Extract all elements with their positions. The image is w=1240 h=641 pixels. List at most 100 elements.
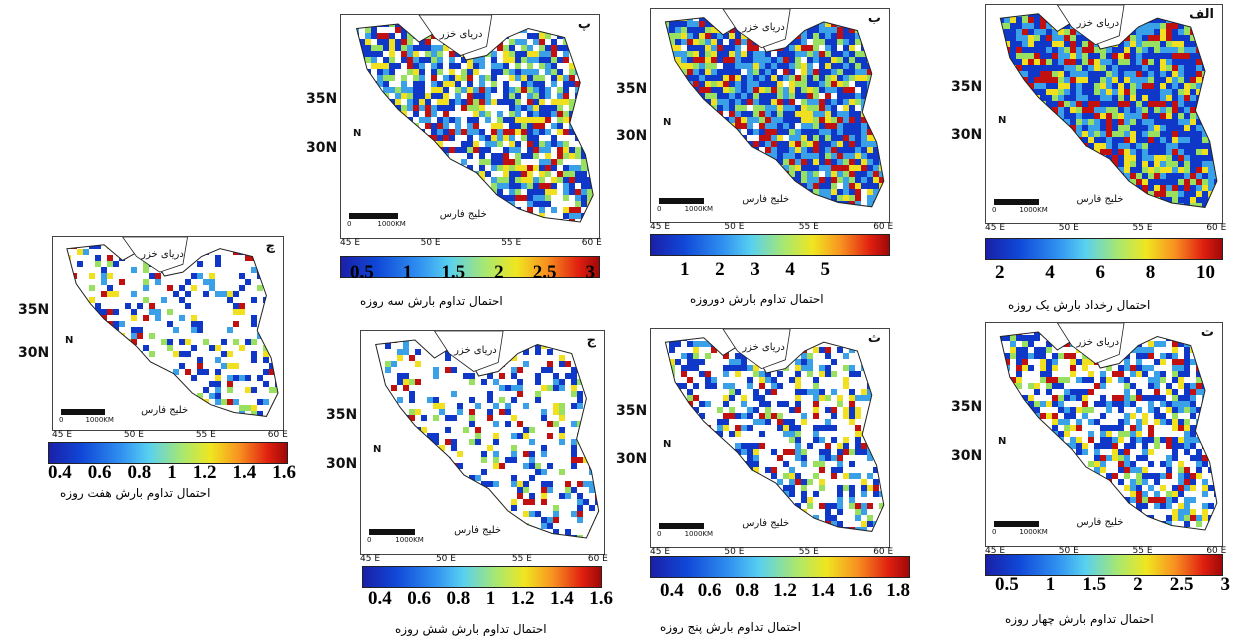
map-cell [599,141,600,147]
map-cell [377,63,383,69]
map-cell [1214,395,1217,401]
map-cell [1148,95,1154,101]
map-cell [341,75,347,81]
map-cell [1064,119,1070,125]
map-cell [1004,5,1010,11]
map-cell [1118,455,1124,461]
map-cell [807,99,813,105]
map-cell [693,189,699,195]
map-cell [1190,119,1196,125]
map-cell [693,171,699,177]
map-cell [563,93,569,99]
map-cell [599,57,600,63]
map-cell [992,485,998,491]
map-cell [1052,125,1058,131]
map-cell [717,123,723,129]
map-cell [657,81,663,87]
map-cell [735,153,741,159]
map-cell [365,105,371,111]
map-cell [992,173,998,179]
map-cell [527,153,533,159]
map-cell [1100,437,1106,443]
map-cell [1058,167,1064,173]
map-cell [879,147,884,153]
map-cell [717,159,723,165]
map-cell [383,75,389,81]
map-cell [1112,371,1118,377]
map-cell [729,45,735,51]
map-cell [473,237,479,239]
map-cell [1000,479,1004,485]
map-cell [1028,59,1034,65]
map-cell [431,93,437,99]
map-cell [873,183,879,189]
map-cell [885,111,890,117]
map-cell [657,159,663,165]
map-cell [789,159,795,165]
map-cell [1040,365,1046,371]
map-cell [1118,209,1124,215]
map-cell [1046,77,1052,83]
map-cell [675,177,681,183]
map-cell [729,213,735,219]
map-cell [509,45,515,51]
map-cell [1136,353,1142,359]
map-cell [675,45,681,51]
map-cell [1052,401,1058,407]
map-cell [491,153,497,159]
map-cell [347,183,353,189]
map-cell [885,177,890,183]
map-cell [593,57,594,63]
map-cell [873,51,879,57]
map-cell [992,23,998,29]
map-cell [509,195,515,201]
map-cell [843,153,849,159]
map-cell [1076,377,1082,383]
map-cell [1058,29,1064,35]
map-cell [657,177,663,183]
map-cell [1004,491,1010,497]
map-cell [1016,173,1022,179]
map-cell [431,75,437,81]
map-cell [413,171,419,177]
map-cell [1124,215,1130,221]
map-cell [1178,185,1184,191]
map-cell [491,219,497,222]
map-cell [1064,161,1070,167]
map-cell [587,111,593,117]
map-cell [527,141,533,147]
map-cell [1118,497,1124,503]
map-cell [1010,143,1016,149]
map-cell [741,207,747,213]
map-cell [675,207,681,213]
map-cell [1052,185,1058,191]
map-cell [1184,431,1190,437]
map-cell [485,93,491,99]
map-cell [1040,119,1046,125]
map-cell [717,219,723,223]
map-cell [1178,479,1184,485]
map-cell [741,51,747,57]
map-cell [717,201,723,207]
map-cell [365,81,371,87]
map-cell [879,57,884,63]
map-cell [509,201,515,207]
map-cell [1142,107,1148,113]
map-cell [1022,5,1028,11]
map-cell [593,33,594,39]
map-cell [593,141,594,147]
map-cell [693,81,699,87]
map-cell [819,207,825,213]
map-cell [651,69,657,75]
map-cell [1184,437,1190,443]
map-cell [491,63,497,69]
map-cell [1046,491,1052,497]
map-cell [1196,29,1202,35]
map-cell [1208,83,1214,89]
map-cell [1160,155,1166,161]
map-cell [669,177,675,183]
map-cell [1046,167,1052,173]
map-cell [1034,83,1040,89]
map-cell [1214,65,1217,71]
map-cell [1070,515,1076,521]
